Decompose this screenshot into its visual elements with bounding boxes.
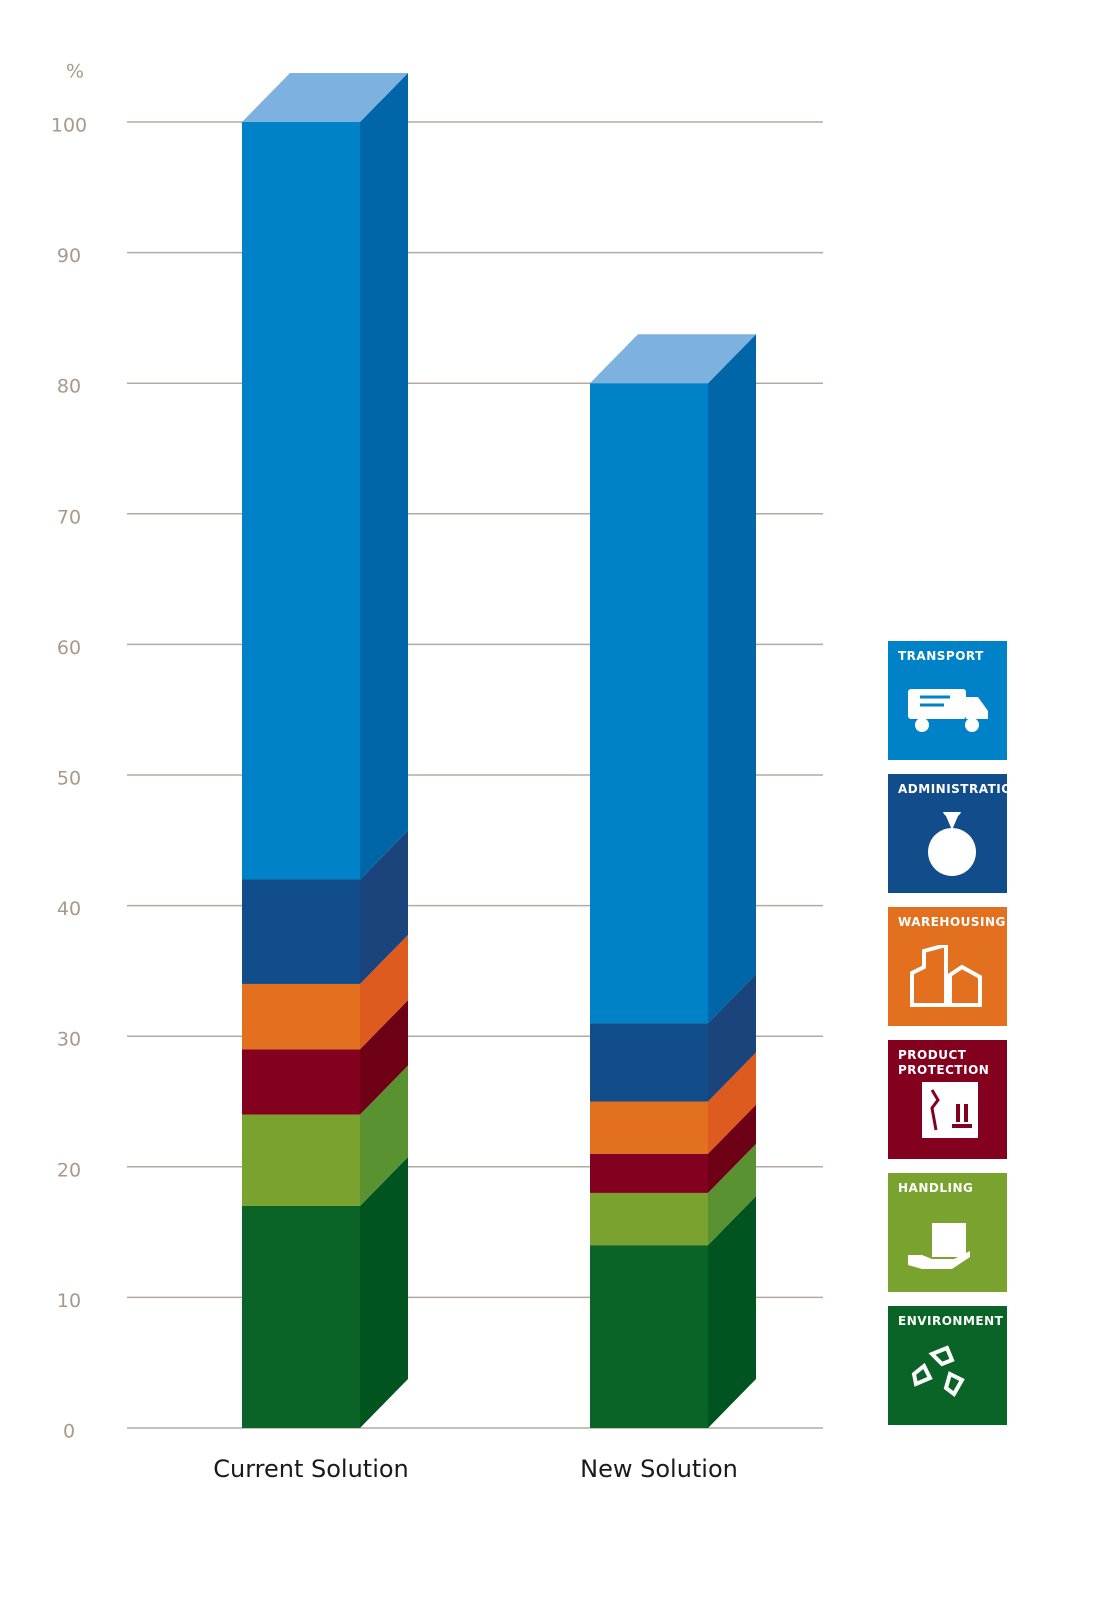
bar-segment	[242, 879, 360, 984]
legend-label: WAREHOUSING	[898, 915, 1006, 929]
bar-segment-side	[708, 1196, 756, 1428]
bar-segment-side	[360, 934, 408, 1050]
legend-item: TRANSPORT	[888, 641, 1007, 760]
legend-icon	[908, 1223, 970, 1269]
bar-segment	[590, 383, 708, 1024]
y-tick-label: 0	[63, 1421, 75, 1443]
bar-segment	[242, 983, 360, 1050]
bar-segment	[242, 122, 360, 880]
legend-item: PRODUCT PROTECTION	[888, 1040, 1007, 1159]
bar-segment-side	[708, 1104, 756, 1193]
legend-item: ENVIRONMENT	[888, 1306, 1007, 1425]
legend-label: ADMINISTRATION	[898, 782, 1023, 796]
bar-segment-side	[708, 334, 756, 1024]
legend-label: ENVIRONMENT	[898, 1314, 1004, 1328]
y-axis-title: %	[66, 61, 84, 83]
legend-item: ADMINISTRATION	[888, 774, 1022, 893]
bar-segment-side	[360, 830, 408, 984]
legend-icon	[928, 812, 976, 876]
bar-segment	[590, 1192, 708, 1246]
y-tick-label: 90	[57, 245, 81, 267]
y-tick-label: 20	[57, 1159, 81, 1181]
bar-top	[242, 73, 408, 122]
bar-segment	[242, 1049, 360, 1115]
legend-label: TRANSPORT	[898, 649, 984, 663]
legend-item: HANDLING	[888, 1173, 1007, 1292]
bar-segment-side	[708, 974, 756, 1102]
bar-segment-side	[708, 1052, 756, 1154]
x-tick-label: Current Solution	[213, 1455, 409, 1483]
bar-segment	[242, 1205, 360, 1428]
bar-segment	[590, 1023, 708, 1102]
bar-segment	[590, 1153, 708, 1193]
legend-label: PRODUCT PROTECTION	[898, 1048, 990, 1077]
bar-segment-side	[360, 1156, 408, 1428]
bar-segment-side	[360, 1065, 408, 1206]
legend-item: WAREHOUSING	[888, 907, 1007, 1026]
legend-icon	[908, 689, 988, 732]
y-tick-label: 40	[57, 898, 81, 920]
bar-top	[590, 334, 756, 384]
legend-icon	[911, 1345, 965, 1397]
bar-segment-side	[708, 1143, 756, 1246]
y-tick-label: 50	[57, 768, 81, 790]
y-tick-label: 80	[57, 376, 81, 398]
y-tick-label: 60	[57, 637, 81, 659]
legend-label: HANDLING	[898, 1181, 974, 1195]
bar-segment-side	[360, 1000, 408, 1115]
x-tick-label: New Solution	[580, 1455, 738, 1483]
legend-icon	[922, 1082, 978, 1138]
bar-segment-side	[360, 73, 408, 880]
y-tick-label: 70	[57, 506, 81, 528]
bar-segment	[590, 1101, 708, 1154]
y-tick-label: 100	[51, 115, 87, 137]
bar-segment	[242, 1114, 360, 1206]
y-tick-label: 10	[57, 1290, 81, 1312]
legend-icon	[910, 945, 982, 1007]
bar-segment	[590, 1245, 708, 1428]
y-tick-label: 30	[57, 1029, 81, 1051]
